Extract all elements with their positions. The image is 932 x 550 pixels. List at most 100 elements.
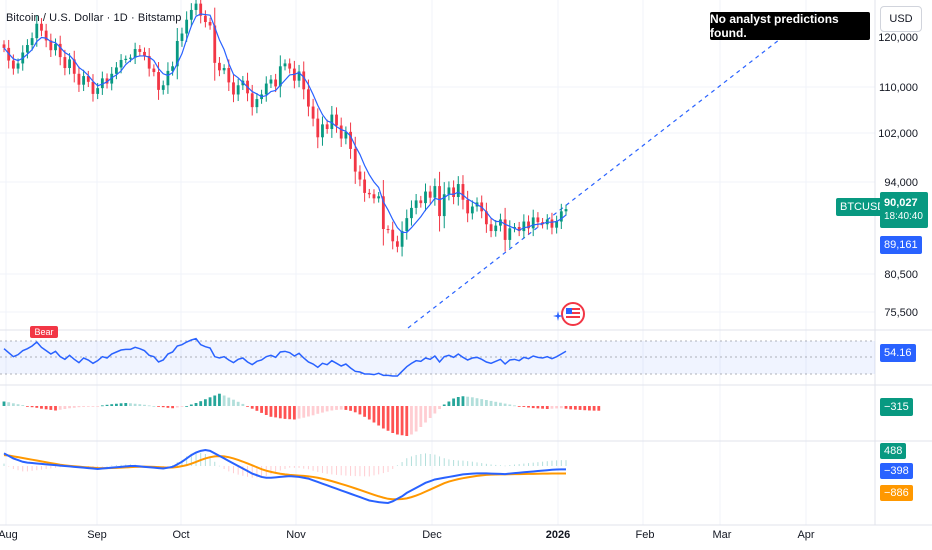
histogram-bar xyxy=(419,406,423,427)
macd-diff-bar xyxy=(190,453,192,466)
histogram-bar xyxy=(442,404,446,406)
histogram-bar xyxy=(428,406,432,418)
macd-diff-bar xyxy=(504,465,506,467)
candle-body xyxy=(470,206,474,214)
histogram-bar xyxy=(377,406,381,426)
macd-line-badge: −398 xyxy=(880,463,913,479)
histogram-bar xyxy=(152,406,156,407)
histogram-bar xyxy=(400,406,404,436)
histogram-bar xyxy=(358,406,362,415)
candle-body xyxy=(428,191,432,198)
histogram-bar xyxy=(72,406,76,408)
candle-body xyxy=(157,72,160,90)
macd-diff-bar xyxy=(251,466,253,478)
candle-body xyxy=(105,78,109,84)
macd-diff-bar xyxy=(120,464,122,466)
macd-diff-bar xyxy=(513,464,515,466)
time-tick-label: Dec xyxy=(422,529,442,541)
histogram-bar xyxy=(222,395,226,406)
last-price-badge[interactable]: 90,027 18:40:40 xyxy=(880,192,928,228)
macd-diff-bar xyxy=(36,466,38,471)
time-axis[interactable]: Aug Sep Oct Nov Dec 2026 Feb Mar Apr xyxy=(0,529,815,541)
histogram-bar xyxy=(349,406,352,411)
candle-body xyxy=(82,76,86,85)
analyst-notice: No analyst predictions found. xyxy=(710,12,870,40)
histogram-bar xyxy=(569,406,573,410)
moving-average-line xyxy=(3,13,567,234)
candle-body xyxy=(564,209,568,212)
candle-body xyxy=(180,33,184,41)
macd-diff-bar xyxy=(350,466,352,476)
price-tick-label: 110,000 xyxy=(879,82,918,94)
candle-body xyxy=(91,81,95,94)
macd-diff-bar xyxy=(481,463,483,466)
macd-diff-bar xyxy=(556,460,558,466)
histogram-bar xyxy=(447,401,451,406)
histogram-bar xyxy=(189,404,193,406)
rsi-band xyxy=(0,341,875,374)
macd-diff-bar xyxy=(509,465,511,466)
candle-body xyxy=(353,148,357,172)
histogram-bar xyxy=(26,406,29,407)
currency-button[interactable]: USD xyxy=(880,6,922,32)
macd-diff-bar xyxy=(518,464,520,466)
symbol-badge[interactable]: BTCUSD xyxy=(836,198,890,216)
candle-body xyxy=(531,217,535,229)
macd-diff-bar xyxy=(476,462,478,466)
macd-line xyxy=(3,449,567,505)
histogram-bar xyxy=(391,406,395,433)
us-flag-icon[interactable] xyxy=(561,302,585,326)
histogram-bar xyxy=(54,406,57,411)
macd-diff-bar xyxy=(17,466,19,471)
chart-title: Bitcoin / U.S. Dollar · 1D · Bitstamp xyxy=(6,12,182,24)
countdown-value: 18:40:40 xyxy=(884,211,923,222)
histogram-bar xyxy=(513,405,516,407)
rsi-value-badge: 54.16 xyxy=(880,344,916,362)
time-tick-label: Mar xyxy=(713,529,732,541)
histogram-bar xyxy=(531,406,535,409)
histogram-bar xyxy=(330,406,334,411)
macd-diff-bar xyxy=(125,464,127,466)
histogram-bar xyxy=(11,403,15,406)
histogram-bar xyxy=(218,393,221,406)
grid-lines xyxy=(0,0,932,526)
histogram-bar xyxy=(339,406,343,410)
candle-body xyxy=(517,226,521,232)
candle-body xyxy=(503,219,507,240)
macd-diff-bar xyxy=(106,466,108,467)
candle-body xyxy=(213,25,217,63)
macd-diff-bar xyxy=(359,466,361,477)
macd-diff-bar xyxy=(537,462,539,466)
candle-body xyxy=(100,78,104,89)
histogram-bar xyxy=(255,406,259,411)
macd-diff-bar xyxy=(490,464,492,466)
candle-body xyxy=(49,40,53,51)
candle-body xyxy=(189,9,193,20)
candle-body xyxy=(129,57,132,59)
candle-body xyxy=(372,194,376,199)
histogram-bar xyxy=(213,395,217,406)
candle-body xyxy=(63,57,67,69)
candle-body xyxy=(44,30,48,41)
candle-body xyxy=(330,114,334,129)
macd-diff-bar xyxy=(410,456,412,466)
histogram-bar xyxy=(564,406,568,409)
histogram-bar xyxy=(232,399,235,406)
candle-body xyxy=(227,68,231,83)
histogram-bar xyxy=(274,406,278,418)
macd-diff-bar xyxy=(532,462,534,466)
time-tick-label: 2026 xyxy=(546,529,570,541)
histogram-bar xyxy=(372,406,376,423)
histogram-bar xyxy=(96,406,100,407)
price-axis[interactable]: 110,000 102,000 94,000 80,500 75,500 120,000 xyxy=(878,32,918,319)
histogram-bar xyxy=(499,402,502,406)
histogram-bar xyxy=(166,406,170,408)
histogram-bar xyxy=(424,406,427,423)
histogram-bar xyxy=(321,406,324,413)
histogram-bar xyxy=(185,406,189,407)
histogram-bar xyxy=(105,404,109,406)
histogram-bar xyxy=(157,406,160,407)
histogram-bar xyxy=(353,406,357,413)
macd-diff-bar xyxy=(186,456,188,466)
